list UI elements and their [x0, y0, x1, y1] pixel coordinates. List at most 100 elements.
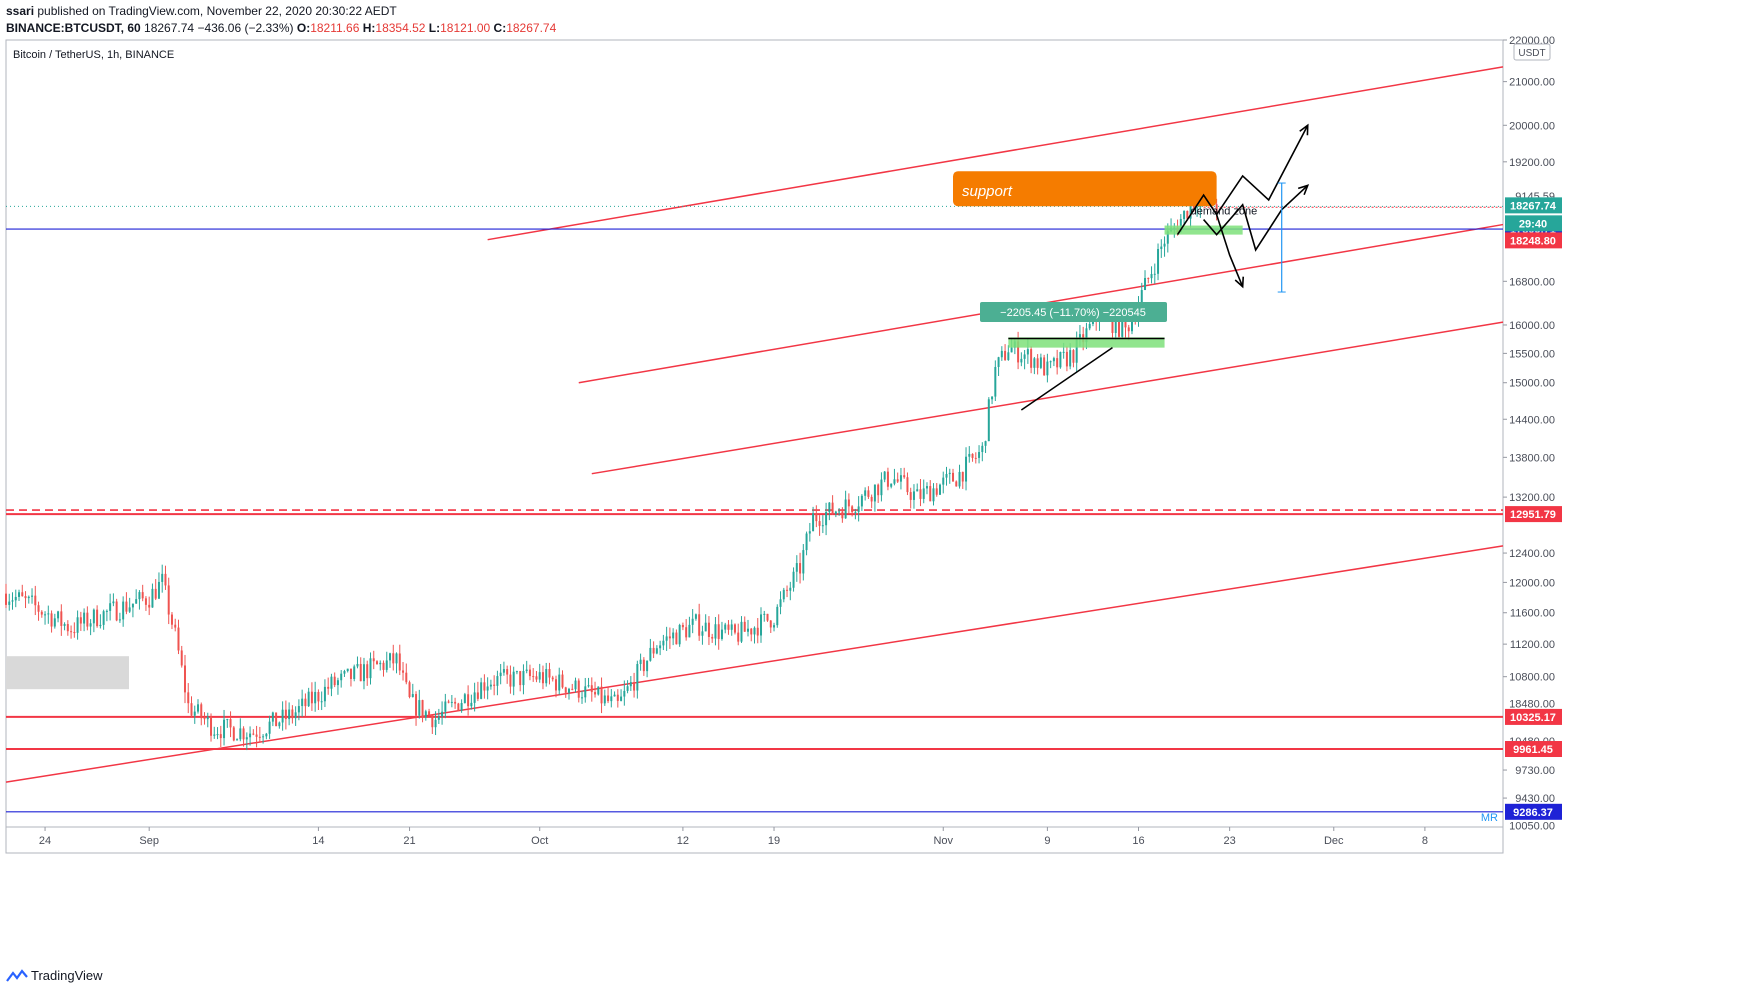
- candle-body: [922, 488, 925, 499]
- candle-body: [987, 399, 990, 442]
- projection-arrow[interactable]: [1202, 184, 1309, 252]
- candle-body: [148, 604, 151, 608]
- triangle-line[interactable]: [1020, 347, 1113, 411]
- current-price-label: 18248.80: [1510, 235, 1556, 247]
- candle-body: [460, 703, 463, 711]
- demand-zone-box[interactable]: [1164, 225, 1243, 235]
- candle-body: [753, 627, 756, 635]
- candle-body: [304, 698, 307, 707]
- low-label: L:: [428, 21, 441, 35]
- candle-body: [655, 648, 658, 654]
- candle-body: [454, 701, 457, 704]
- y-tick-label: 11200.00: [1510, 639, 1555, 651]
- x-tick-label: Sep: [139, 835, 159, 847]
- grey-zone-box[interactable]: [6, 656, 129, 690]
- candle-body: [847, 499, 850, 507]
- open-label: O:: [296, 21, 311, 35]
- ohlc-legend: BINANCE:BTCUSDT, 60 18267.74 −436.06 (−2…: [6, 21, 556, 35]
- candle-body: [776, 606, 779, 626]
- candle-body: [265, 733, 268, 737]
- last-price: 18267.74: [144, 21, 195, 35]
- candle-body: [574, 680, 577, 690]
- candle-body: [711, 636, 714, 639]
- y-tick-label-partial: 18480.00: [1509, 699, 1555, 711]
- candle-body: [825, 512, 828, 526]
- candle-body: [109, 603, 112, 611]
- high-label: H:: [362, 21, 376, 35]
- candle-body: [187, 692, 190, 704]
- x-tick-label: 21: [403, 835, 415, 847]
- candle-body: [92, 609, 95, 624]
- candle-body: [307, 691, 310, 707]
- candle-body: [258, 736, 261, 738]
- channel-trendline[interactable]: [487, 66, 1504, 241]
- candle-body: [525, 669, 528, 672]
- arrow-head: [1297, 184, 1310, 196]
- candle-body: [1196, 207, 1199, 209]
- projection-arrow[interactable]: [1176, 124, 1309, 236]
- candle-body: [1127, 327, 1130, 332]
- candle-body: [1072, 350, 1075, 363]
- candle-body: [1088, 323, 1091, 329]
- candle-body: [864, 490, 867, 496]
- green-zone[interactable]: [1008, 337, 1165, 348]
- candle-body: [551, 677, 554, 680]
- y-tick-label: 13200.00: [1509, 492, 1555, 504]
- candle-body: [1033, 358, 1036, 368]
- footer-brand[interactable]: TradingView: [6, 968, 103, 983]
- candle-body: [616, 694, 619, 701]
- candle-body: [506, 669, 509, 675]
- measure-label-box[interactable]: [980, 302, 1167, 323]
- x-tick-label: Oct: [531, 835, 548, 847]
- candle-body: [724, 624, 727, 630]
- candle-body: [867, 490, 870, 497]
- candle-body: [948, 472, 951, 475]
- mr-label: MR: [1481, 812, 1498, 824]
- candle-body: [216, 734, 219, 736]
- candle-body: [213, 734, 216, 736]
- channel-trendline[interactable]: [5, 545, 1504, 783]
- candle-body: [483, 682, 486, 691]
- candle-body: [1010, 347, 1013, 353]
- candle-body: [1183, 210, 1186, 219]
- candle-body: [197, 704, 200, 712]
- candle-body: [984, 441, 987, 446]
- candle-body: [584, 686, 587, 698]
- projection-arrow[interactable]: [1215, 214, 1244, 287]
- current-price-tag: [1505, 197, 1562, 214]
- candle-body: [79, 617, 82, 624]
- x-tick-label: 23: [1224, 835, 1236, 847]
- candle-body: [1150, 274, 1153, 279]
- candle-body: [698, 614, 701, 636]
- candle-body: [590, 685, 593, 693]
- publisher-name[interactable]: ssari: [6, 4, 35, 18]
- candle-body: [1147, 277, 1150, 279]
- candle-body: [522, 671, 525, 686]
- candle-body: [180, 650, 183, 666]
- candle-body: [229, 719, 232, 728]
- candle-body: [958, 471, 961, 487]
- candle-body: [151, 588, 154, 608]
- candle-body: [164, 573, 167, 586]
- support-box[interactable]: [953, 171, 1217, 207]
- candle-body: [873, 484, 876, 502]
- candle-body: [14, 596, 17, 601]
- current-price-tag: [1505, 215, 1562, 232]
- candle-body: [659, 645, 662, 649]
- y-tick-label: 10800.00: [1509, 672, 1555, 684]
- candle-body: [994, 366, 997, 397]
- candle-body: [249, 733, 252, 738]
- candle-body: [581, 697, 584, 699]
- drawing-overlays: demand zone support −2205.45 (−11.70%) −22…: [6, 123, 1310, 690]
- candle-body: [457, 703, 460, 711]
- channel-trendline[interactable]: [591, 321, 1504, 475]
- candle-body: [415, 694, 418, 716]
- candle-body: [649, 647, 652, 661]
- candle-body: [906, 477, 909, 493]
- candle-body: [353, 666, 356, 679]
- candle-body: [242, 728, 245, 740]
- candle-body: [746, 628, 749, 632]
- y-tick-label: 9730.00: [1515, 765, 1555, 777]
- candle-body: [808, 531, 811, 534]
